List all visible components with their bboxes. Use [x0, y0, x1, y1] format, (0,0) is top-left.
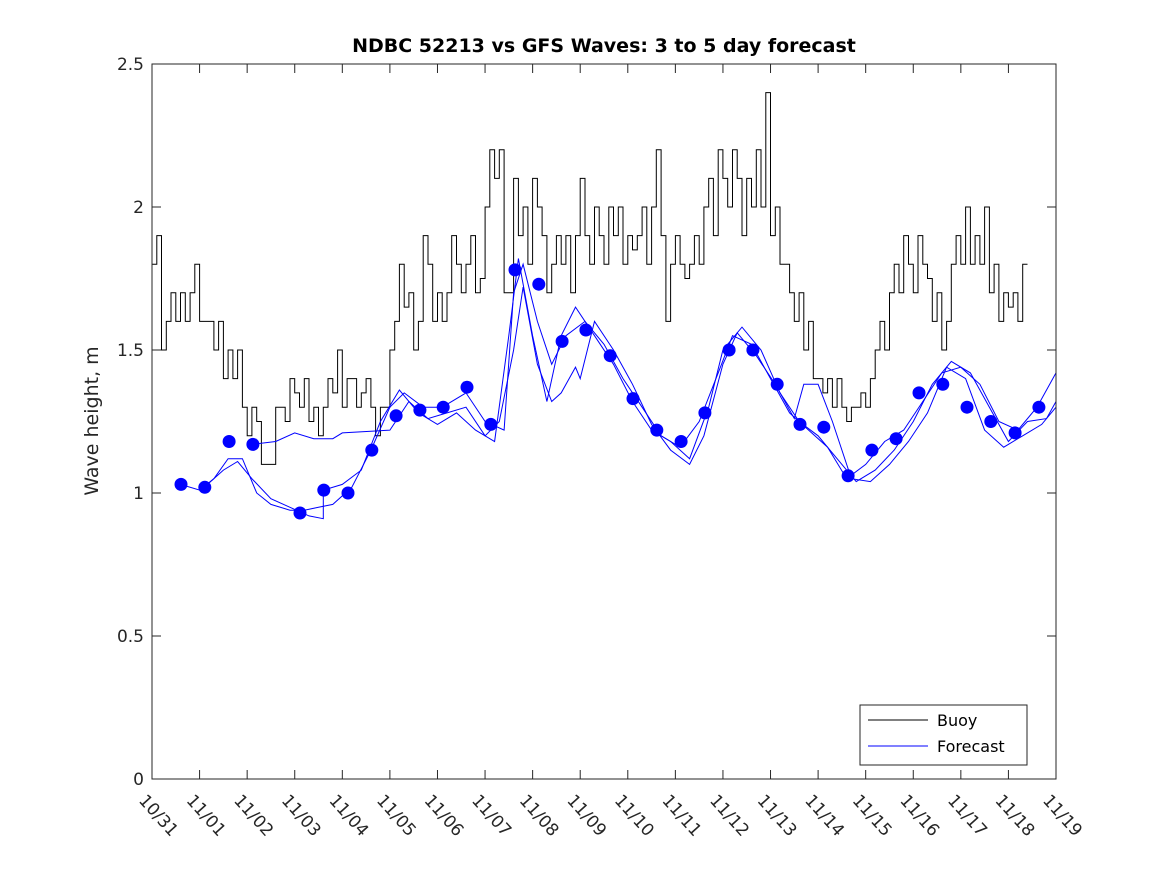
forecast-point — [413, 403, 427, 417]
forecast-point — [841, 469, 855, 483]
legend-forecast-label: Forecast — [937, 737, 1005, 756]
forecast-point — [222, 435, 236, 448]
plot-area — [152, 64, 1056, 779]
forecast-point — [889, 432, 903, 446]
forecast-point — [460, 380, 474, 394]
forecast-point — [317, 483, 331, 497]
forecast-point — [365, 443, 379, 457]
y-tick-label: 2 — [133, 198, 144, 218]
forecast-point — [341, 486, 355, 500]
forecast-point — [984, 415, 998, 428]
forecast-point — [246, 437, 260, 451]
forecast-point — [532, 277, 546, 291]
forecast-point — [508, 263, 522, 277]
legend-buoy-label: Buoy — [937, 711, 977, 730]
forecast-point — [650, 423, 664, 437]
y-tick-label: 2.5 — [117, 55, 144, 75]
forecast-point — [936, 377, 950, 391]
y-tick-label: 1 — [133, 484, 144, 504]
forecast-point — [484, 417, 498, 431]
forecast-point — [603, 349, 617, 363]
y-tick-label: 0.5 — [117, 627, 144, 647]
y-axis-label: Wave height, m — [81, 346, 103, 495]
buoy-series-line — [152, 92, 1028, 465]
forecast-point — [960, 400, 974, 414]
forecast-point — [722, 343, 736, 357]
forecast-point — [389, 409, 403, 423]
forecast-point — [626, 392, 640, 406]
forecast-point — [436, 400, 450, 414]
y-tick-label: 0 — [133, 770, 144, 790]
forecast-point — [817, 420, 831, 434]
forecast-point — [746, 343, 760, 357]
forecast-point — [174, 477, 188, 491]
forecast-point — [1008, 426, 1022, 440]
axes-box — [151, 63, 1057, 780]
y-tick-label: 1.5 — [117, 341, 144, 361]
forecast-point — [770, 377, 784, 391]
forecast-point — [1032, 400, 1046, 414]
legend-box — [859, 704, 1028, 766]
chart-title: NDBC 52213 vs GFS Waves: 3 to 5 day fore… — [352, 35, 856, 57]
data-marks — [152, 92, 1057, 520]
forecast-point — [198, 480, 212, 494]
forecast-point — [912, 386, 926, 400]
forecast-point — [674, 435, 688, 448]
forecast-point — [579, 323, 593, 337]
forecast-point — [293, 506, 307, 520]
y-axis: 0 0.5 1 1.5 2 2.5 — [117, 55, 1056, 790]
forecast-point — [865, 443, 879, 457]
forecast-point — [555, 334, 569, 348]
legend: Buoy Forecast — [859, 704, 1028, 766]
forecast-point — [793, 417, 807, 431]
forecast-point — [698, 406, 712, 420]
